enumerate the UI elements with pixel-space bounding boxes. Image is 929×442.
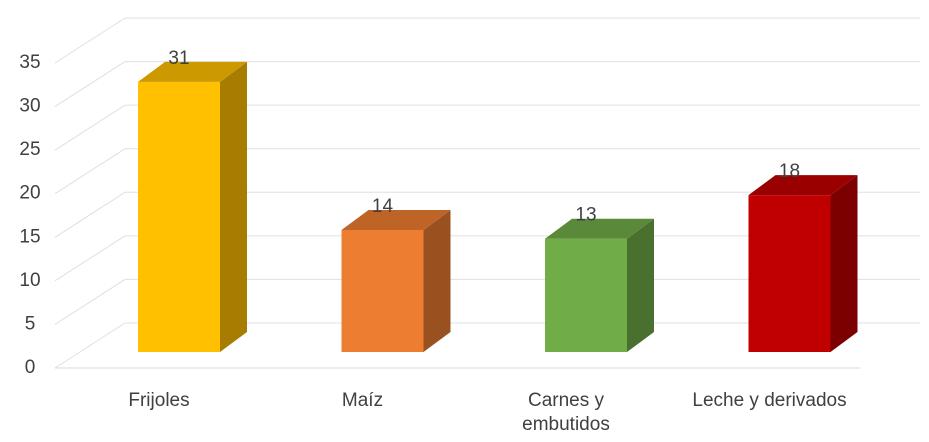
- y-tick-label: 30: [19, 96, 40, 117]
- bar-top: [748, 175, 858, 196]
- y-tick-label: 20: [19, 183, 40, 204]
- bar-side: [220, 61, 247, 352]
- grid-line: [54, 322, 126, 369]
- value-label: 31: [168, 48, 189, 69]
- y-tick-label: 0: [25, 357, 36, 378]
- y-tick-label: 35: [19, 52, 40, 73]
- x-tick-label: Carnes y embutidos: [522, 390, 610, 435]
- value-label: 13: [575, 205, 596, 226]
- x-tick-label: Maíz: [341, 390, 384, 411]
- bar-top: [545, 218, 654, 239]
- x-tick-label: Leche y derivados: [692, 390, 847, 411]
- grid-line: [54, 148, 126, 195]
- y-tick-label: 5: [25, 313, 36, 334]
- bar-side: [423, 210, 451, 352]
- grid-line: [54, 191, 126, 238]
- bar: [545, 238, 627, 352]
- value-label: 14: [372, 196, 394, 217]
- x-tick-label: Frijoles: [128, 390, 190, 411]
- bar-side: [627, 218, 654, 352]
- bar: [341, 230, 424, 352]
- grid-line: [54, 279, 126, 325]
- bar-side: [830, 175, 858, 352]
- value-label: 18: [779, 161, 800, 182]
- grid-line: [54, 61, 126, 107]
- y-tick-label: 15: [19, 226, 40, 247]
- y-tick-label: 10: [19, 270, 40, 291]
- bar: [748, 195, 831, 352]
- bar-top: [341, 210, 451, 230]
- y-tick-label: 25: [19, 139, 40, 160]
- grid-line: [54, 17, 126, 64]
- bar: [138, 81, 220, 352]
- grid-line: [54, 235, 126, 282]
- bar-top: [138, 61, 247, 82]
- grid-line: [54, 104, 126, 151]
